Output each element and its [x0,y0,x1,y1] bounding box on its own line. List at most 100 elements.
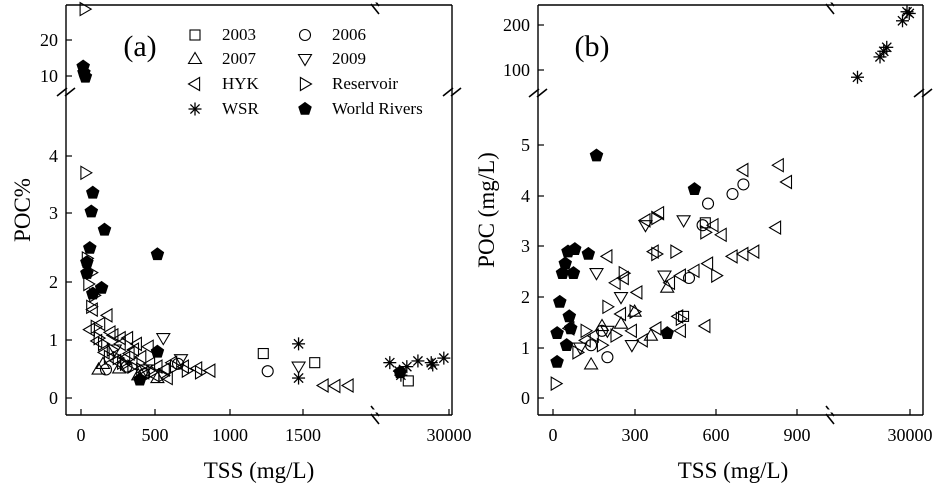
data-point [102,324,116,340]
data-point [99,363,113,376]
x-tick-label: 1000 [212,425,248,445]
data-point [189,360,203,376]
data-point [578,332,591,348]
data-point [581,246,596,260]
axis-break-stroke [913,88,925,98]
data-point [158,367,171,383]
marker-stroke [293,338,304,349]
data-point [676,215,692,228]
axis-break-stroke [528,88,540,98]
data-point [133,349,147,365]
data-point [169,359,183,375]
axis-break [56,87,76,97]
data-point [117,350,131,366]
y-tick-label: 2 [521,287,530,307]
data-point [673,323,686,339]
data-point [150,247,165,261]
data-point [657,270,672,284]
data-point [613,292,629,305]
data-point [768,220,782,236]
data-point [553,294,567,308]
series-2007 [583,280,675,370]
data-point [651,246,664,262]
data-point [99,307,113,323]
data-point [176,359,189,375]
data-point [701,197,715,210]
y-tick-label: 10 [40,66,58,86]
data-point [629,304,643,320]
legend-label: WSR [222,99,260,118]
panel-label: (a) [123,30,156,63]
data-point [610,328,624,344]
series-2003 [257,347,414,387]
data-point [635,332,648,348]
data-point [96,344,110,360]
marker-stroke [384,357,395,368]
data-point [589,148,604,162]
data-point [164,355,178,371]
legend-marker [299,76,313,92]
data-point [637,212,651,228]
x-tick-label: 30000 [888,425,933,445]
chart-panel-a: 0 500 1000 1500 30000 0 1 2 3 4 10 20 (a) TSS (mg/L) P… [10,0,472,483]
y-tick-label: 3 [49,203,58,223]
data-point [616,270,629,286]
data-point [670,244,683,260]
axis-break [913,88,933,98]
data-point [629,284,643,300]
axis-break [823,405,837,425]
data-point [89,333,103,349]
data-point [902,6,916,20]
data-point [873,50,887,64]
data-points [76,1,451,394]
data-point [559,338,574,351]
axis-break-stroke [64,87,76,97]
data-point [160,370,173,386]
data-point [94,280,109,294]
axis-break-stroke [921,88,933,98]
data-point [133,372,147,386]
data-point [79,1,93,17]
data-point [103,349,117,365]
legend-label: 2007 [222,49,257,68]
data-point [673,268,686,284]
legend-marker [189,29,201,41]
data-point [851,70,864,84]
data-point [113,330,126,346]
data-point [563,321,578,335]
data-point [83,276,96,292]
y-tick-label: 200 [503,15,530,35]
data-point [550,376,564,392]
y-axis-label: POC (mg/L) [474,152,499,268]
data-point [686,263,700,279]
data-point [714,227,727,243]
data-point [257,347,269,360]
series-wsr [851,5,916,84]
data-point [558,256,572,270]
data-point [141,339,154,355]
data-point [83,240,97,254]
x-tick-label: 900 [784,425,811,445]
data-point [402,375,414,387]
legend-label: 2006 [332,25,366,44]
data-point [90,319,104,335]
data-point [675,311,689,327]
data-point [393,365,407,379]
data-point [568,242,582,255]
legend-label: 2003 [222,25,256,44]
x-tick-label: 500 [142,425,169,445]
data-point [292,337,306,351]
data-point [566,266,581,279]
data-point [613,306,627,322]
data-point [648,320,662,336]
data-point [746,244,760,260]
data-point [426,358,440,372]
y-tick-label: 1 [49,330,58,350]
axis-break [823,0,837,15]
data-point [662,275,676,291]
axis-break [368,0,382,15]
data-point [596,337,610,353]
marker-stroke [427,359,438,370]
